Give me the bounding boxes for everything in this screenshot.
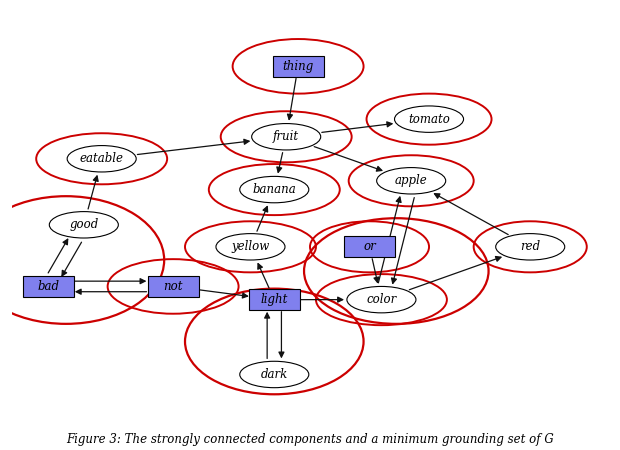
Text: good: good xyxy=(69,218,99,231)
Text: thing: thing xyxy=(283,60,314,73)
Text: apple: apple xyxy=(395,174,428,187)
Ellipse shape xyxy=(67,145,136,172)
Text: fruit: fruit xyxy=(273,130,299,143)
Ellipse shape xyxy=(240,176,309,203)
Text: yellow: yellow xyxy=(231,240,270,253)
Ellipse shape xyxy=(347,287,416,313)
Text: tomato: tomato xyxy=(408,112,450,126)
Ellipse shape xyxy=(252,124,321,150)
Text: color: color xyxy=(366,293,397,306)
Text: Figure 3: The strongly connected components and a minimum grounding set of G: Figure 3: The strongly connected compone… xyxy=(66,432,554,446)
Ellipse shape xyxy=(377,167,446,194)
Ellipse shape xyxy=(496,234,565,260)
Ellipse shape xyxy=(50,212,118,238)
FancyBboxPatch shape xyxy=(22,276,74,297)
Text: dark: dark xyxy=(260,368,288,381)
FancyBboxPatch shape xyxy=(273,56,324,77)
Text: bad: bad xyxy=(37,280,59,293)
Text: not: not xyxy=(163,280,183,293)
FancyBboxPatch shape xyxy=(249,289,300,310)
Ellipse shape xyxy=(394,106,464,132)
Ellipse shape xyxy=(240,361,309,388)
Ellipse shape xyxy=(216,234,285,260)
Text: or: or xyxy=(363,240,376,253)
Text: banana: banana xyxy=(252,183,296,196)
Text: light: light xyxy=(260,293,288,306)
Text: eatable: eatable xyxy=(80,152,123,165)
Text: red: red xyxy=(520,240,540,253)
FancyBboxPatch shape xyxy=(344,236,395,257)
FancyBboxPatch shape xyxy=(148,276,198,297)
